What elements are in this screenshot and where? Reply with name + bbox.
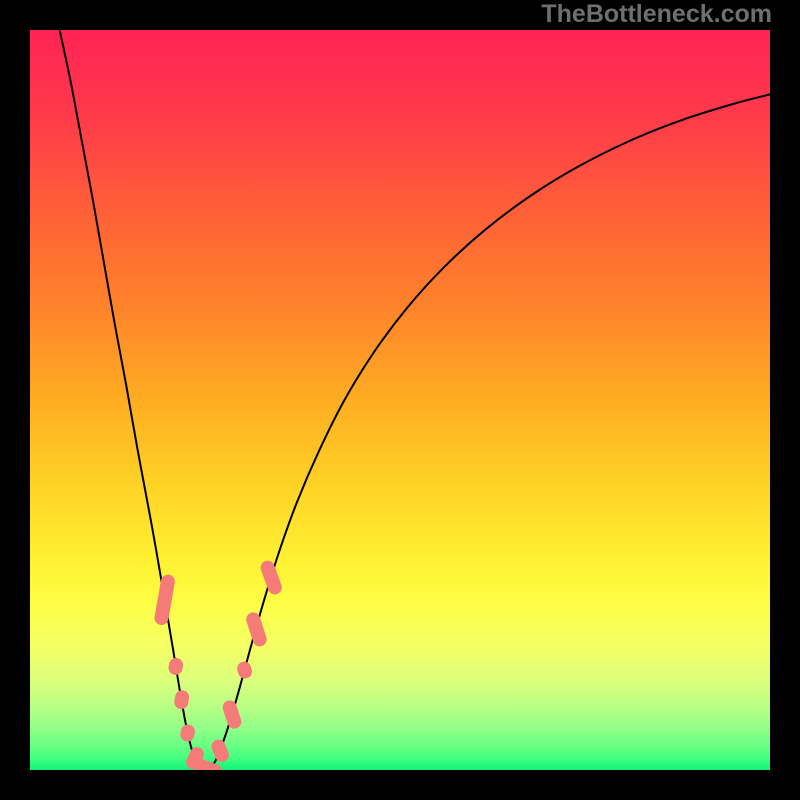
gradient-background xyxy=(30,30,770,770)
canvas: TheBottleneck.com xyxy=(0,0,800,800)
plot-area xyxy=(30,30,770,770)
chart-svg xyxy=(30,30,770,770)
watermark-text: TheBottleneck.com xyxy=(541,0,772,29)
